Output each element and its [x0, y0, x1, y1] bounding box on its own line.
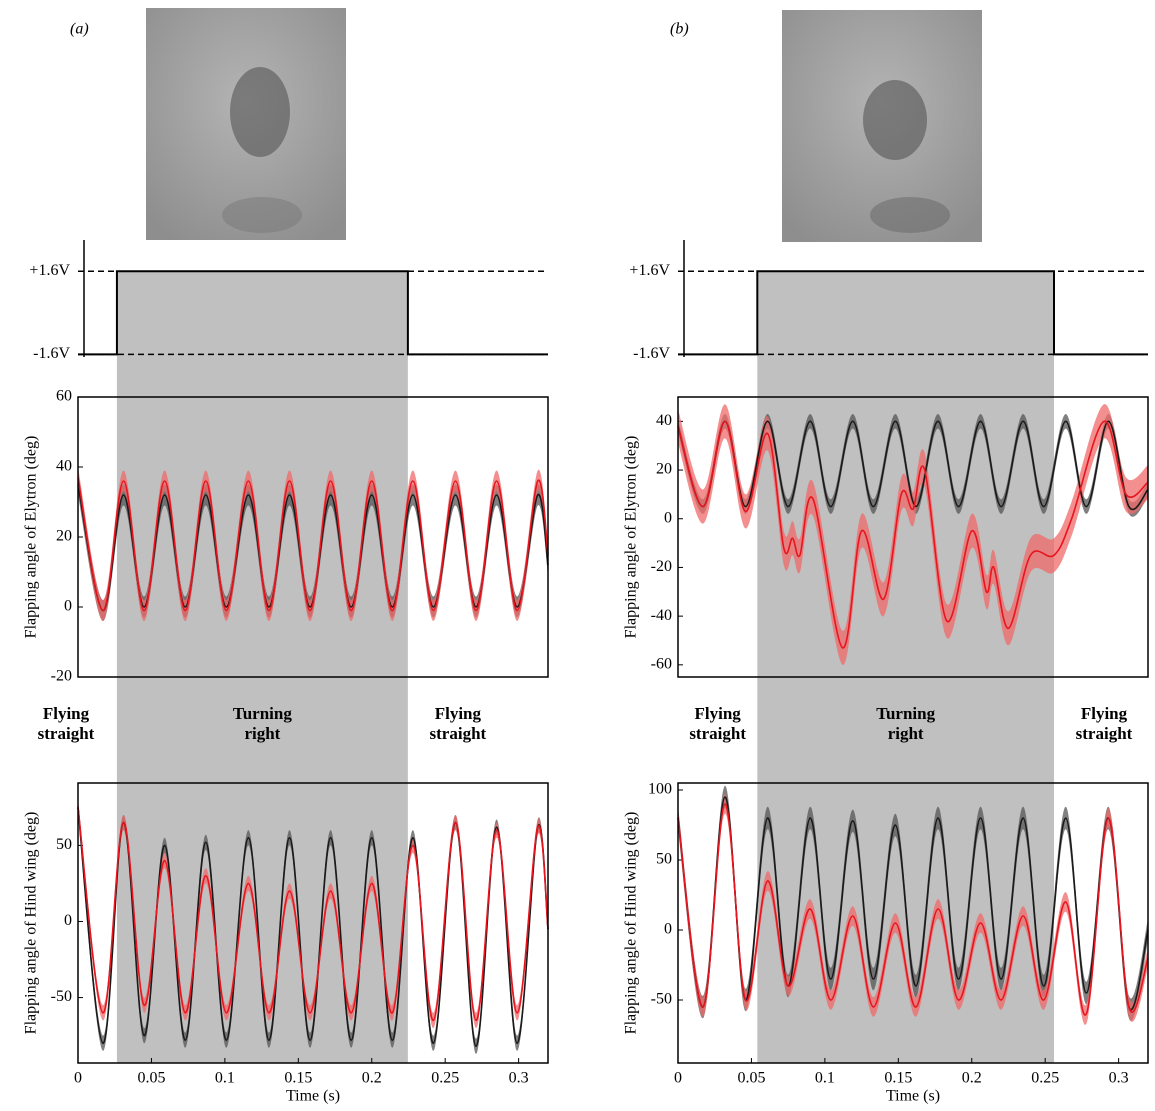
- y-tick-label: -60: [651, 655, 672, 672]
- shadow: [870, 197, 950, 233]
- data-line: [678, 270, 1148, 356]
- std-band: [678, 414, 1148, 517]
- std-band: [78, 799, 548, 1029]
- beetle: [863, 80, 927, 160]
- x-tick-label: 0.15: [284, 1070, 312, 1087]
- x-tick-label: 0.1: [215, 1070, 235, 1087]
- shadow: [222, 197, 302, 233]
- x-tick-label: 0.05: [737, 1070, 765, 1087]
- y-tick-label: 100: [648, 781, 672, 798]
- stimulus-shade: [116, 271, 408, 1063]
- y-tick-label: +1.6V: [629, 262, 670, 279]
- y-tick-label: -50: [51, 988, 72, 1005]
- y-tick-label: 60: [56, 388, 72, 405]
- y-tick-label: 50: [56, 836, 72, 853]
- phase-label: Turning right: [232, 704, 292, 743]
- x-tick-label: 0.25: [1031, 1070, 1059, 1087]
- y-tick-label: 0: [664, 921, 672, 938]
- x-tick-label: 0.05: [137, 1070, 165, 1087]
- y-tick-label: 40: [56, 458, 72, 475]
- y-tick-label: 20: [656, 461, 672, 478]
- data-line: [78, 270, 548, 356]
- y-tick-label: 0: [64, 598, 72, 615]
- y-axis-title: Flapping angle of Hind wing (deg): [23, 812, 40, 1035]
- plot-frame: [77, 396, 549, 678]
- beetle: [230, 67, 290, 157]
- y-tick-label: 40: [656, 412, 672, 429]
- x-tick-label: 0.3: [509, 1070, 529, 1087]
- plot-frame: [77, 782, 549, 1064]
- stimulus-shade: [757, 271, 1054, 1063]
- data-line: [677, 796, 1149, 1011]
- data-line: [77, 807, 549, 1022]
- panel-label: (b): [670, 21, 689, 38]
- x-tick-label: 0: [74, 1070, 82, 1087]
- std-band: [678, 404, 1148, 666]
- y-tick-label: 0: [664, 509, 672, 526]
- y-tick-label: -20: [51, 668, 72, 685]
- y-tick-label: -1.6V: [633, 345, 670, 362]
- y-tick-label: 0: [64, 912, 72, 929]
- x-axis-title: Time (s): [886, 1088, 940, 1105]
- data-line: [677, 420, 1149, 511]
- panel-label: (a): [70, 21, 89, 38]
- plot-frame: [677, 396, 1149, 678]
- plot-frame: [677, 782, 1149, 1064]
- y-tick-label: -20: [651, 558, 672, 575]
- x-tick-label: 0.2: [362, 1070, 382, 1087]
- phase-label: Flying straight: [1075, 704, 1133, 743]
- phase-label: Flying straight: [37, 704, 95, 743]
- y-tick-label: 20: [56, 528, 72, 545]
- data-line: [77, 477, 549, 612]
- phase-label: Flying straight: [429, 704, 487, 743]
- x-tick-label: 0.3: [1109, 1070, 1129, 1087]
- x-tick-label: 0.25: [431, 1070, 459, 1087]
- y-tick-label: -1.6V: [33, 345, 70, 362]
- x-tick-label: 0.15: [884, 1070, 912, 1087]
- y-axis-title: Flapping angle of Elytron (deg): [23, 436, 40, 639]
- data-line: [677, 420, 1149, 649]
- y-tick-label: -40: [651, 607, 672, 624]
- phase-label: Flying straight: [689, 704, 746, 743]
- y-axis-title: Flapping angle of Hind wing (deg): [623, 812, 640, 1035]
- x-axis-title: Time (s): [286, 1088, 340, 1105]
- x-tick-label: 0.1: [815, 1070, 835, 1087]
- y-tick-label: +1.6V: [29, 262, 70, 279]
- x-tick-label: 0: [674, 1070, 682, 1087]
- y-tick-label: 50: [656, 851, 672, 868]
- data-line: [677, 803, 1149, 1016]
- phase-label: Turning right: [876, 704, 936, 743]
- y-axis-title: Flapping angle of Elytron (deg): [623, 436, 640, 639]
- y-tick-label: -50: [651, 991, 672, 1008]
- x-tick-label: 0.2: [962, 1070, 982, 1087]
